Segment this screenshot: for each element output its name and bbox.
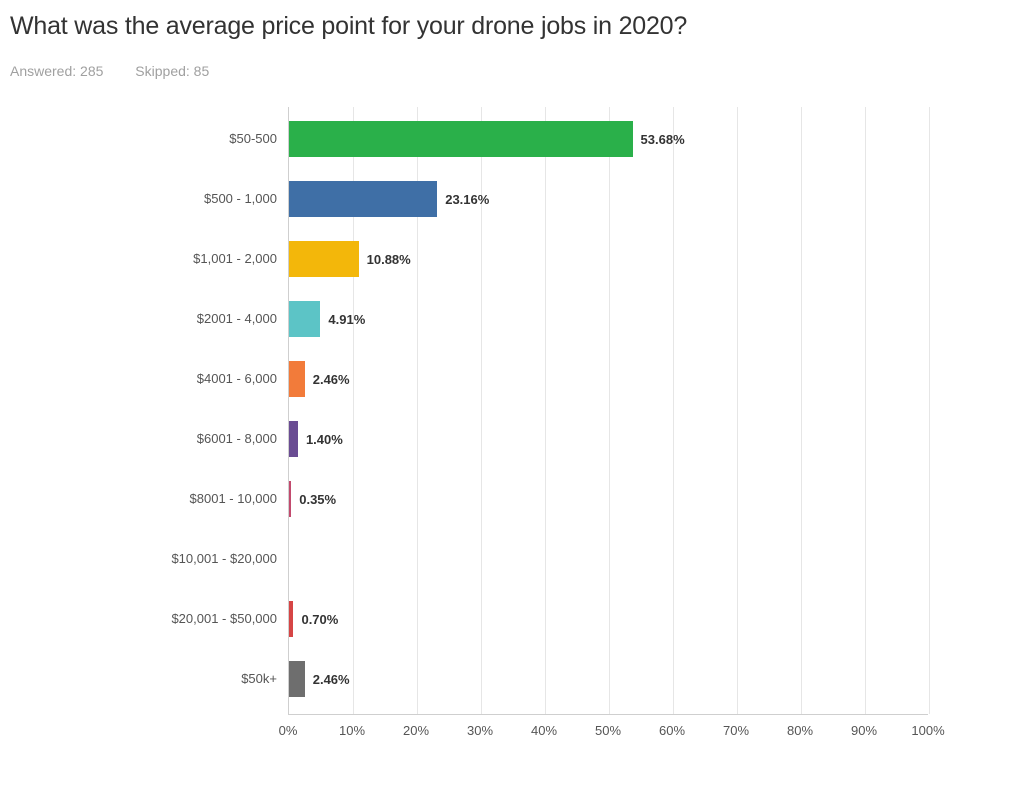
x-tick-label: 80%	[787, 723, 813, 738]
bar-row: $50k+2.46%	[289, 661, 928, 697]
value-label: 53.68%	[641, 132, 685, 147]
x-tick-label: 50%	[595, 723, 621, 738]
bar[interactable]	[289, 301, 320, 337]
bar-row: $500 - 1,00023.16%	[289, 181, 928, 217]
category-label: $2001 - 4,000	[169, 311, 289, 327]
bar-row: $50-50053.68%	[289, 121, 928, 157]
chart-title: What was the average price point for you…	[10, 12, 1014, 41]
bar[interactable]	[289, 481, 291, 517]
plot-area: $50-50053.68% $500 - 1,00023.16% $1,001 - …	[288, 107, 928, 715]
bar[interactable]	[289, 121, 633, 157]
x-tick-label: 30%	[467, 723, 493, 738]
gridline	[929, 107, 930, 714]
x-tick-label: 10%	[339, 723, 365, 738]
bar[interactable]	[289, 661, 305, 697]
bar[interactable]	[289, 241, 359, 277]
category-label: $20,001 - $50,000	[169, 611, 289, 627]
x-tick-label: 90%	[851, 723, 877, 738]
bar[interactable]	[289, 361, 305, 397]
bar-chart: $50-500 53.68% $500 - 1,000 23.16% $1,001 - …	[170, 107, 890, 747]
category-label: $50-500	[169, 131, 289, 147]
value-label: 0.35%	[299, 492, 336, 507]
category-label: $6001 - 8,000	[169, 431, 289, 447]
category-label: $500 - 1,000	[169, 191, 289, 207]
category-label: $8001 - 10,000	[169, 491, 289, 507]
value-label: 0.70%	[301, 612, 338, 627]
value-label: 10.88%	[367, 252, 411, 267]
bar-row: $2001 - 4,0004.91%	[289, 301, 928, 337]
x-tick-label: 100%	[911, 723, 944, 738]
x-tick-label: 70%	[723, 723, 749, 738]
value-label: 23.16%	[445, 192, 489, 207]
x-tick-label: 20%	[403, 723, 429, 738]
skipped-count: Skipped: 85	[135, 63, 209, 79]
bar-row: $6001 - 8,0001.40%	[289, 421, 928, 457]
bar-row: $4001 - 6,0002.46%	[289, 361, 928, 397]
x-tick-label: 60%	[659, 723, 685, 738]
bar[interactable]	[289, 601, 293, 637]
value-label: 4.91%	[328, 312, 365, 327]
value-label: 2.46%	[313, 672, 350, 687]
category-label: $10,001 - $20,000	[169, 551, 289, 567]
bar-row: $10,001 - $20,000	[289, 541, 928, 577]
answered-count: Answered: 285	[10, 63, 103, 79]
value-label: 2.46%	[313, 372, 350, 387]
bar-row: $8001 - 10,0000.35%	[289, 481, 928, 517]
bar-row: $1,001 - 2,00010.88%	[289, 241, 928, 277]
bar[interactable]	[289, 181, 437, 217]
bar-row: $20,001 - $50,0000.70%	[289, 601, 928, 637]
x-tick-label: 40%	[531, 723, 557, 738]
x-axis: 0%10%20%30%40%50%60%70%80%90%100%	[288, 715, 928, 745]
category-label: $4001 - 6,000	[169, 371, 289, 387]
x-tick-label: 0%	[279, 723, 298, 738]
category-label: $50k+	[169, 671, 289, 687]
bar[interactable]	[289, 421, 298, 457]
category-label: $1,001 - 2,000	[169, 251, 289, 267]
response-meta: Answered: 285 Skipped: 85	[10, 63, 1014, 79]
value-label: 1.40%	[306, 432, 343, 447]
